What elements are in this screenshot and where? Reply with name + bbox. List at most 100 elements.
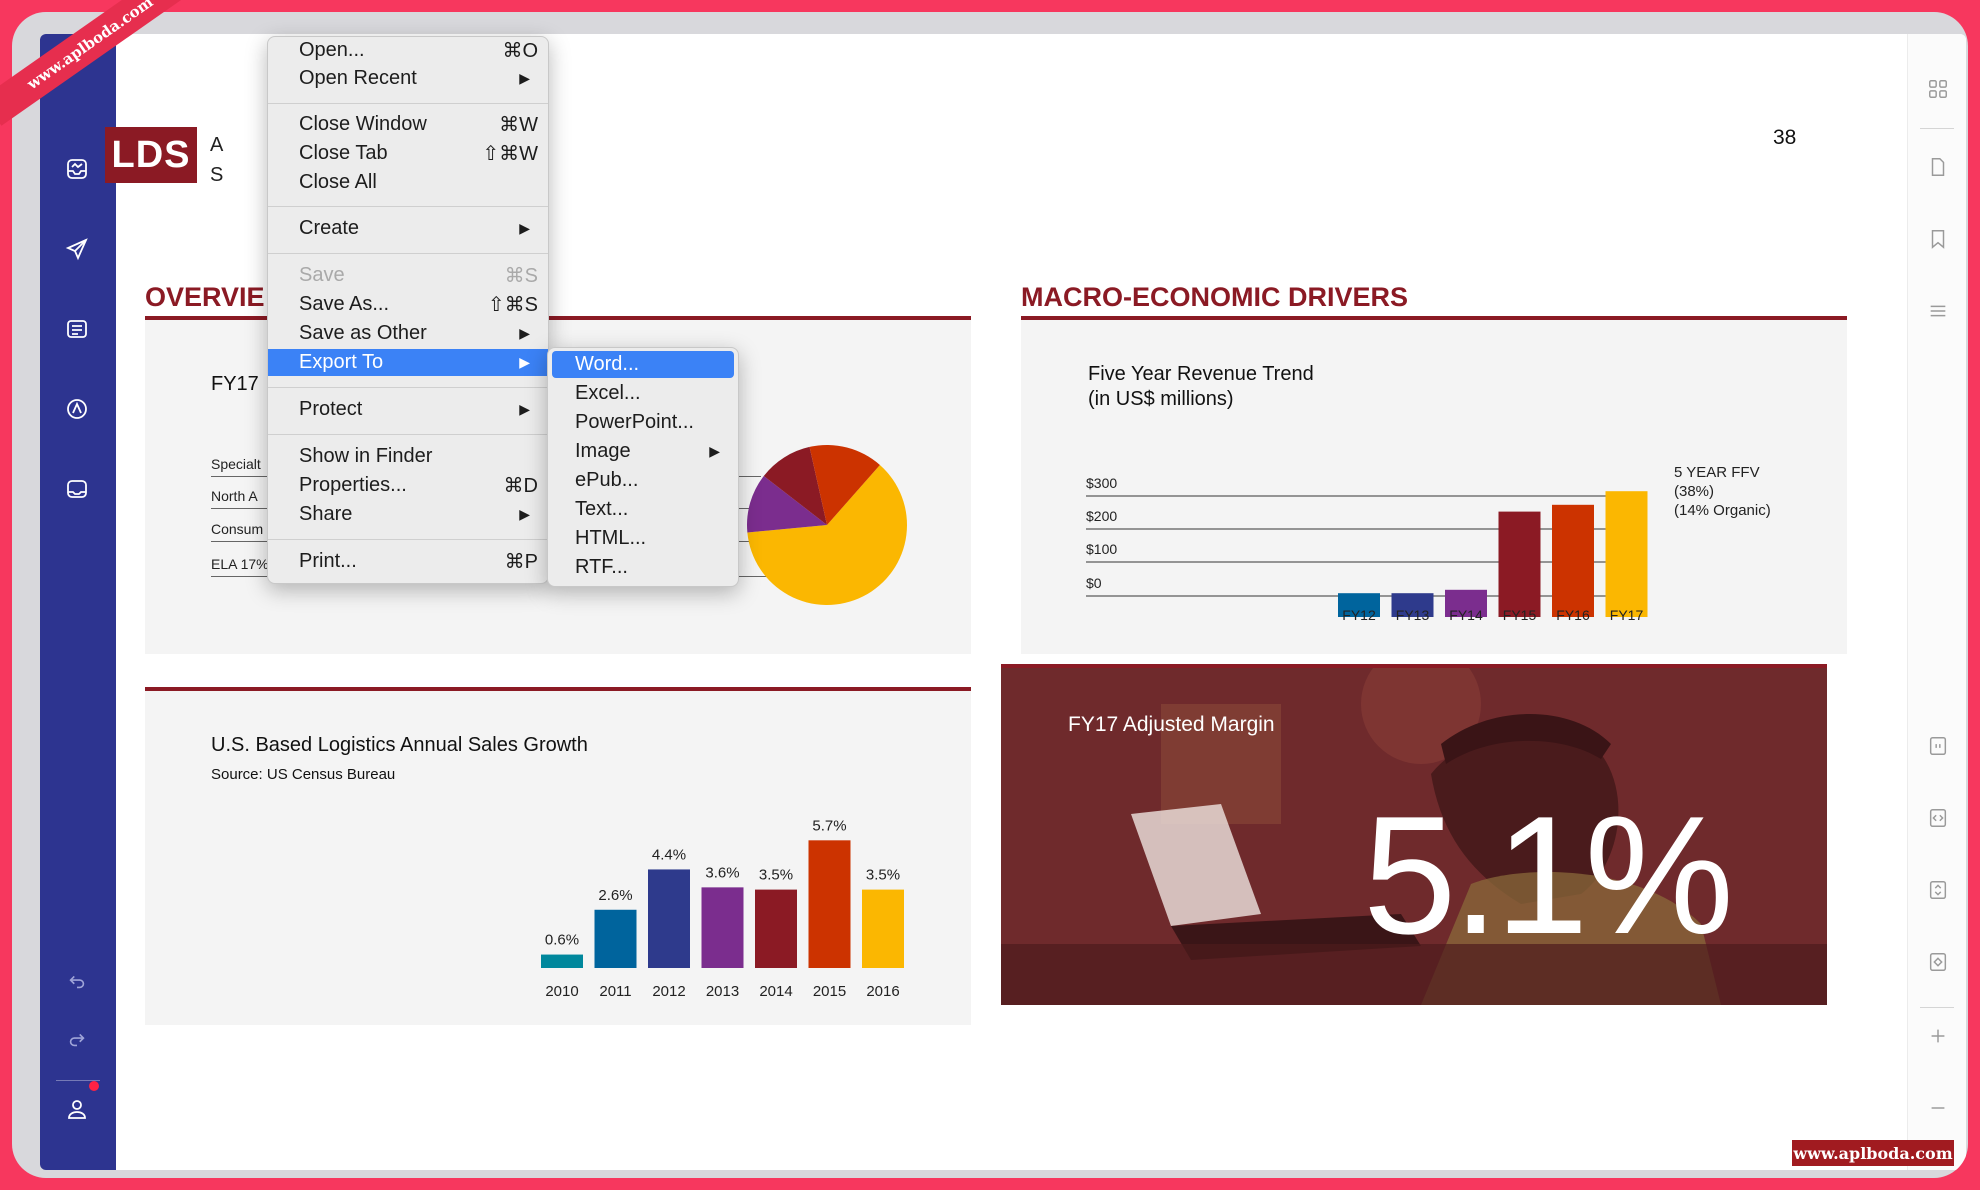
y-tick-label: $100 xyxy=(1086,541,1117,557)
menu-label: Save As... xyxy=(299,293,390,315)
menu-item-powerpoint[interactable]: PowerPoint... xyxy=(548,409,738,436)
menu-item-share[interactable]: Share ▶ xyxy=(268,501,548,528)
sales-bar xyxy=(755,889,797,968)
menu-item-save-as-other[interactable]: Save as Other ▶ xyxy=(268,320,548,347)
bookmark-icon[interactable] xyxy=(1926,227,1950,251)
menu-item-show-in-finder[interactable]: Show in Finder xyxy=(268,443,548,470)
menu-item-protect[interactable]: Protect ▶ xyxy=(268,396,548,423)
file-menu: Open... ⌘O Open Recent ▶ Close Window ⌘W Cl… xyxy=(267,36,549,584)
menu-separator xyxy=(268,103,548,104)
x-tick-label: 2010 xyxy=(545,983,578,1000)
menu-separator xyxy=(268,253,548,254)
menu-item-text[interactable]: Text... xyxy=(548,496,738,523)
signature-icon[interactable] xyxy=(62,394,92,424)
menu-label: RTF... xyxy=(575,556,628,578)
redo-icon[interactable] xyxy=(62,1024,92,1054)
undo-icon[interactable] xyxy=(62,966,92,996)
pie-slice xyxy=(747,464,907,605)
y-tick-label: $300 xyxy=(1086,475,1117,491)
zoom-out-icon[interactable] xyxy=(1926,1096,1950,1120)
code-icon[interactable] xyxy=(1926,806,1950,830)
menu-label: Open... xyxy=(299,39,365,61)
menu-separator xyxy=(268,206,548,207)
send-icon[interactable] xyxy=(62,234,92,264)
menu-item-word[interactable]: Word... xyxy=(552,351,734,378)
x-tick-label: 2013 xyxy=(706,983,739,1000)
sales-source: Source: US Census Bureau xyxy=(211,766,396,783)
sales-rule xyxy=(145,687,971,691)
menu-label: Protect xyxy=(299,398,363,420)
menu-item-open[interactable]: Open... ⌘O xyxy=(268,37,548,64)
menu-item-create[interactable]: Create ▶ xyxy=(268,215,548,242)
toolbar-divider xyxy=(1920,128,1954,129)
inbox-icon[interactable] xyxy=(62,154,92,184)
zoom-in-icon[interactable] xyxy=(1926,1024,1950,1048)
revenue-bar-chart: $0 $100 $200 $300 FY12 FY13 FY14 FY15 FY16 FY17 xyxy=(1086,475,1648,623)
sales-bar xyxy=(808,840,851,968)
menu-shortcut: ⇧⌘S xyxy=(487,294,538,316)
menu-item-print[interactable]: Print... ⌘P xyxy=(268,548,548,575)
submenu-arrow-icon: ▶ xyxy=(519,325,530,341)
menu-shortcut: ⌘D xyxy=(503,475,538,497)
revenue-bar xyxy=(1445,589,1487,617)
menu-item-open-recent[interactable]: Open Recent ▶ xyxy=(268,65,548,92)
data-label: 2.6% xyxy=(598,887,632,904)
user-icon[interactable] xyxy=(62,1094,92,1124)
sales-bar xyxy=(862,889,904,968)
y-tick-label: $0 xyxy=(1086,575,1102,591)
menu-shortcut: ⇧⌘W xyxy=(482,143,538,165)
margin-photo xyxy=(1001,664,1827,1005)
revenue-title-line1: Five Year Revenue Trend xyxy=(1088,363,1314,385)
submenu-arrow-icon: ▶ xyxy=(519,220,530,236)
menu-item-rtf[interactable]: RTF... xyxy=(548,554,738,581)
x-tick-label: FY17 xyxy=(1610,607,1644,623)
menu-item-close-window[interactable]: Close Window ⌘W xyxy=(268,111,548,138)
macro-heading: MACRO-ECONOMIC DRIVERS xyxy=(1021,282,1409,312)
page-number: 38 xyxy=(1773,126,1797,149)
menu-label: Save as Other xyxy=(299,322,427,344)
x-tick-label: 2016 xyxy=(866,983,899,1000)
margin-rule xyxy=(1001,664,1827,668)
rotate-icon[interactable] xyxy=(1926,950,1950,974)
warehouse-worker-image xyxy=(1001,664,1827,1005)
revenue-bar xyxy=(1391,593,1434,617)
menu-shortcut: ⌘W xyxy=(499,114,538,136)
menu-item-properties[interactable]: Properties... ⌘D xyxy=(268,472,548,499)
pie-slice xyxy=(763,446,827,525)
submenu-arrow-icon: ▶ xyxy=(709,443,720,459)
sidebar-divider xyxy=(56,1080,100,1081)
x-tick-label: 2014 xyxy=(759,983,792,1000)
menu-item-export-to[interactable]: Export To ▶ xyxy=(268,349,548,376)
menu-separator xyxy=(268,434,548,435)
menu-item-save-as[interactable]: Save As... ⇧⌘S xyxy=(268,291,548,318)
menu-label: Share xyxy=(299,503,353,525)
grid-view-icon[interactable] xyxy=(1926,77,1950,101)
menu-item-close-all[interactable]: Close All xyxy=(268,169,548,196)
notification-dot xyxy=(89,1081,99,1091)
submenu-arrow-icon: ▶ xyxy=(519,70,530,86)
x-tick-label: FY15 xyxy=(1503,607,1537,623)
sales-bar-chart: 0.6% 2010 2.6% 2011 4.4% 2012 3.6% 2013 3.5% 2014… xyxy=(541,817,904,1000)
form-icon[interactable] xyxy=(62,314,92,344)
menu-label: Open Recent xyxy=(299,67,417,89)
list-icon[interactable] xyxy=(1926,299,1950,323)
menu-separator xyxy=(268,387,548,388)
revenue-bar xyxy=(1498,511,1541,617)
y-tick-label: $200 xyxy=(1086,508,1117,524)
page-icon[interactable] xyxy=(1926,155,1950,179)
fit-height-icon[interactable] xyxy=(1926,878,1950,902)
menu-item-epub[interactable]: ePub... xyxy=(548,467,738,494)
toolbar-divider xyxy=(1920,1007,1954,1008)
tray-icon[interactable] xyxy=(62,474,92,504)
menu-item-close-tab[interactable]: Close Tab ⇧⌘W xyxy=(268,140,548,167)
fit-page-icon[interactable] xyxy=(1926,734,1950,758)
x-tick-label: 2015 xyxy=(813,983,846,1000)
menu-item-html[interactable]: HTML... xyxy=(548,525,738,552)
menu-item-image[interactable]: Image ▶ xyxy=(548,438,738,465)
sales-title: U.S. Based Logistics Annual Sales Growth xyxy=(211,734,588,756)
overview-heading: OVERVIE xyxy=(145,282,265,312)
margin-title: FY17 Adjusted Margin xyxy=(1068,713,1275,736)
data-label: 3.5% xyxy=(866,867,900,884)
annotation-line: (14% Organic) xyxy=(1674,502,1771,519)
menu-item-excel[interactable]: Excel... xyxy=(548,380,738,407)
